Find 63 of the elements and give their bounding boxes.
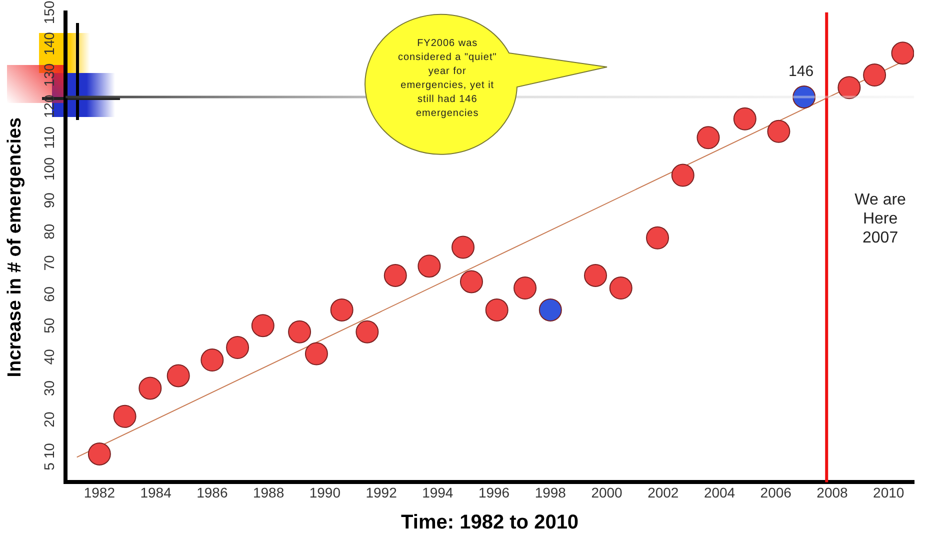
point — [485, 298, 508, 322]
y-tick-label: 40 — [40, 348, 57, 365]
point — [166, 364, 190, 388]
y-tick-label: 30 — [40, 380, 57, 396]
y-tick-label: 90 — [40, 192, 57, 208]
point — [452, 236, 475, 259]
y-axis-title: Increase in # of emergencies — [4, 117, 26, 378]
x-tick-label: 1998 — [534, 484, 566, 500]
x-tick-label: 2002 — [648, 484, 679, 500]
y-tick-label: 5 — [40, 462, 57, 470]
point — [646, 226, 670, 250]
x-tick-label: 1988 — [252, 484, 284, 500]
point — [767, 120, 790, 143]
x-tick-label: 1984 — [140, 484, 172, 500]
point — [609, 276, 632, 300]
x-tick-label: 2008 — [816, 484, 848, 500]
y-tick-label: 80 — [40, 224, 57, 240]
point — [696, 126, 720, 150]
x-tick-label: 2004 — [704, 484, 736, 500]
annotation: FY2006 was considered a "quiet" year for emergencies, yet it still had 146 emergencies — [396, 37, 498, 122]
x-tick-label: 2010 — [873, 484, 904, 500]
y-tick-label: 150 — [40, 0, 57, 24]
ref-line-label: We are Here 2007 — [854, 192, 906, 247]
y-tick-label: 50 — [40, 318, 57, 334]
y-tick-label: 130 — [40, 63, 57, 87]
x-tick-label: 2000 — [591, 484, 623, 500]
y-tick-label: 110 — [40, 126, 57, 149]
point — [384, 264, 407, 287]
x-tick-label: 1994 — [422, 484, 454, 500]
point — [418, 254, 441, 278]
y-tick-label: 100 — [40, 157, 57, 181]
point — [356, 320, 379, 344]
point — [460, 270, 483, 294]
point — [88, 442, 111, 466]
point — [113, 404, 136, 428]
x-tick-label: 1996 — [478, 484, 510, 500]
point — [584, 264, 607, 287]
point — [891, 42, 914, 65]
x-tick-label: 2006 — [760, 484, 792, 500]
y-tick-label: 20 — [40, 412, 57, 428]
point — [330, 298, 354, 322]
point — [304, 342, 328, 366]
annotation: 146 — [788, 63, 814, 80]
x-tick-label: 1992 — [366, 484, 398, 500]
point — [200, 348, 224, 372]
y-tick-label: 60 — [40, 286, 57, 302]
point — [538, 298, 562, 322]
point — [251, 314, 274, 338]
point — [226, 336, 250, 360]
x-tick-label: 1990 — [309, 484, 341, 500]
point — [288, 320, 312, 344]
point — [863, 64, 886, 87]
y-tick-label: 140 — [40, 32, 57, 56]
point — [138, 376, 162, 400]
point — [671, 164, 694, 187]
point — [514, 276, 537, 300]
x-axis-title: Time: 1982 to 2010 — [401, 512, 579, 534]
point — [838, 76, 861, 100]
point — [733, 107, 756, 130]
x-tick-label: 1986 — [196, 484, 228, 500]
x-tick-label: 1982 — [84, 484, 116, 500]
y-tick-label: 10 — [40, 442, 57, 459]
y-tick-label: 70 — [40, 254, 57, 271]
